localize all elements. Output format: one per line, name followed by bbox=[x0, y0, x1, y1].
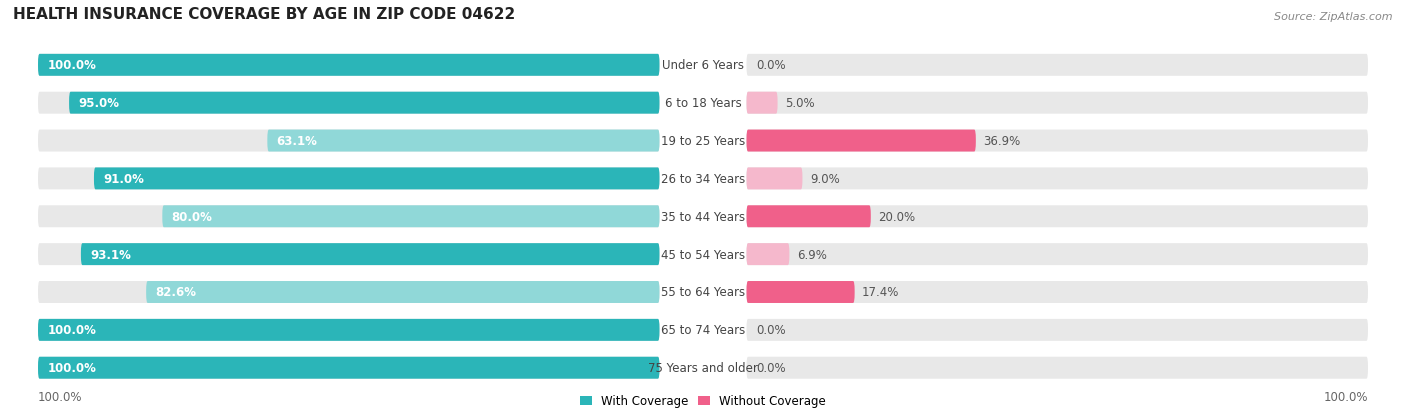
FancyBboxPatch shape bbox=[747, 357, 1368, 379]
Text: 9.0%: 9.0% bbox=[810, 173, 839, 185]
FancyBboxPatch shape bbox=[747, 244, 789, 266]
FancyBboxPatch shape bbox=[38, 319, 659, 341]
Text: HEALTH INSURANCE COVERAGE BY AGE IN ZIP CODE 04622: HEALTH INSURANCE COVERAGE BY AGE IN ZIP … bbox=[13, 7, 516, 22]
Text: 0.0%: 0.0% bbox=[756, 361, 786, 374]
Text: 35 to 44 Years: 35 to 44 Years bbox=[661, 210, 745, 223]
FancyBboxPatch shape bbox=[38, 168, 659, 190]
FancyBboxPatch shape bbox=[747, 130, 1368, 152]
Text: 82.6%: 82.6% bbox=[156, 286, 197, 299]
Text: Under 6 Years: Under 6 Years bbox=[662, 59, 744, 72]
Text: 63.1%: 63.1% bbox=[277, 135, 318, 148]
Text: 91.0%: 91.0% bbox=[103, 173, 145, 185]
Text: 19 to 25 Years: 19 to 25 Years bbox=[661, 135, 745, 148]
FancyBboxPatch shape bbox=[38, 130, 659, 152]
FancyBboxPatch shape bbox=[38, 244, 659, 266]
FancyBboxPatch shape bbox=[38, 357, 659, 379]
Text: 65 to 74 Years: 65 to 74 Years bbox=[661, 323, 745, 337]
Text: 20.0%: 20.0% bbox=[879, 210, 915, 223]
FancyBboxPatch shape bbox=[38, 55, 659, 77]
FancyBboxPatch shape bbox=[747, 168, 803, 190]
Text: 36.9%: 36.9% bbox=[983, 135, 1021, 148]
Text: 6.9%: 6.9% bbox=[797, 248, 827, 261]
FancyBboxPatch shape bbox=[38, 281, 659, 303]
FancyBboxPatch shape bbox=[69, 93, 659, 114]
Text: 75 Years and older: 75 Years and older bbox=[648, 361, 758, 374]
FancyBboxPatch shape bbox=[747, 281, 855, 303]
Text: 100.0%: 100.0% bbox=[48, 323, 96, 337]
Text: 0.0%: 0.0% bbox=[756, 59, 786, 72]
FancyBboxPatch shape bbox=[747, 55, 1368, 77]
FancyBboxPatch shape bbox=[747, 168, 1368, 190]
FancyBboxPatch shape bbox=[94, 168, 659, 190]
Text: 17.4%: 17.4% bbox=[862, 286, 900, 299]
FancyBboxPatch shape bbox=[747, 244, 1368, 266]
Text: 26 to 34 Years: 26 to 34 Years bbox=[661, 173, 745, 185]
Text: 5.0%: 5.0% bbox=[785, 97, 814, 110]
FancyBboxPatch shape bbox=[38, 206, 659, 228]
Text: 95.0%: 95.0% bbox=[79, 97, 120, 110]
Text: 6 to 18 Years: 6 to 18 Years bbox=[665, 97, 741, 110]
FancyBboxPatch shape bbox=[747, 130, 976, 152]
Text: 100.0%: 100.0% bbox=[48, 59, 96, 72]
FancyBboxPatch shape bbox=[747, 93, 1368, 114]
FancyBboxPatch shape bbox=[146, 281, 659, 303]
FancyBboxPatch shape bbox=[162, 206, 659, 228]
FancyBboxPatch shape bbox=[747, 93, 778, 114]
Legend: With Coverage, Without Coverage: With Coverage, Without Coverage bbox=[579, 394, 827, 407]
FancyBboxPatch shape bbox=[267, 130, 659, 152]
Text: 100.0%: 100.0% bbox=[48, 361, 96, 374]
FancyBboxPatch shape bbox=[82, 244, 659, 266]
Text: 45 to 54 Years: 45 to 54 Years bbox=[661, 248, 745, 261]
FancyBboxPatch shape bbox=[747, 206, 870, 228]
Text: 55 to 64 Years: 55 to 64 Years bbox=[661, 286, 745, 299]
FancyBboxPatch shape bbox=[38, 55, 659, 77]
Text: 100.0%: 100.0% bbox=[1323, 390, 1368, 403]
FancyBboxPatch shape bbox=[38, 319, 659, 341]
Text: 100.0%: 100.0% bbox=[38, 390, 83, 403]
FancyBboxPatch shape bbox=[747, 206, 1368, 228]
Text: 0.0%: 0.0% bbox=[756, 323, 786, 337]
Text: 80.0%: 80.0% bbox=[172, 210, 212, 223]
FancyBboxPatch shape bbox=[38, 357, 659, 379]
FancyBboxPatch shape bbox=[747, 319, 1368, 341]
FancyBboxPatch shape bbox=[747, 281, 1368, 303]
Text: Source: ZipAtlas.com: Source: ZipAtlas.com bbox=[1274, 12, 1393, 22]
Text: 93.1%: 93.1% bbox=[90, 248, 131, 261]
FancyBboxPatch shape bbox=[38, 93, 659, 114]
